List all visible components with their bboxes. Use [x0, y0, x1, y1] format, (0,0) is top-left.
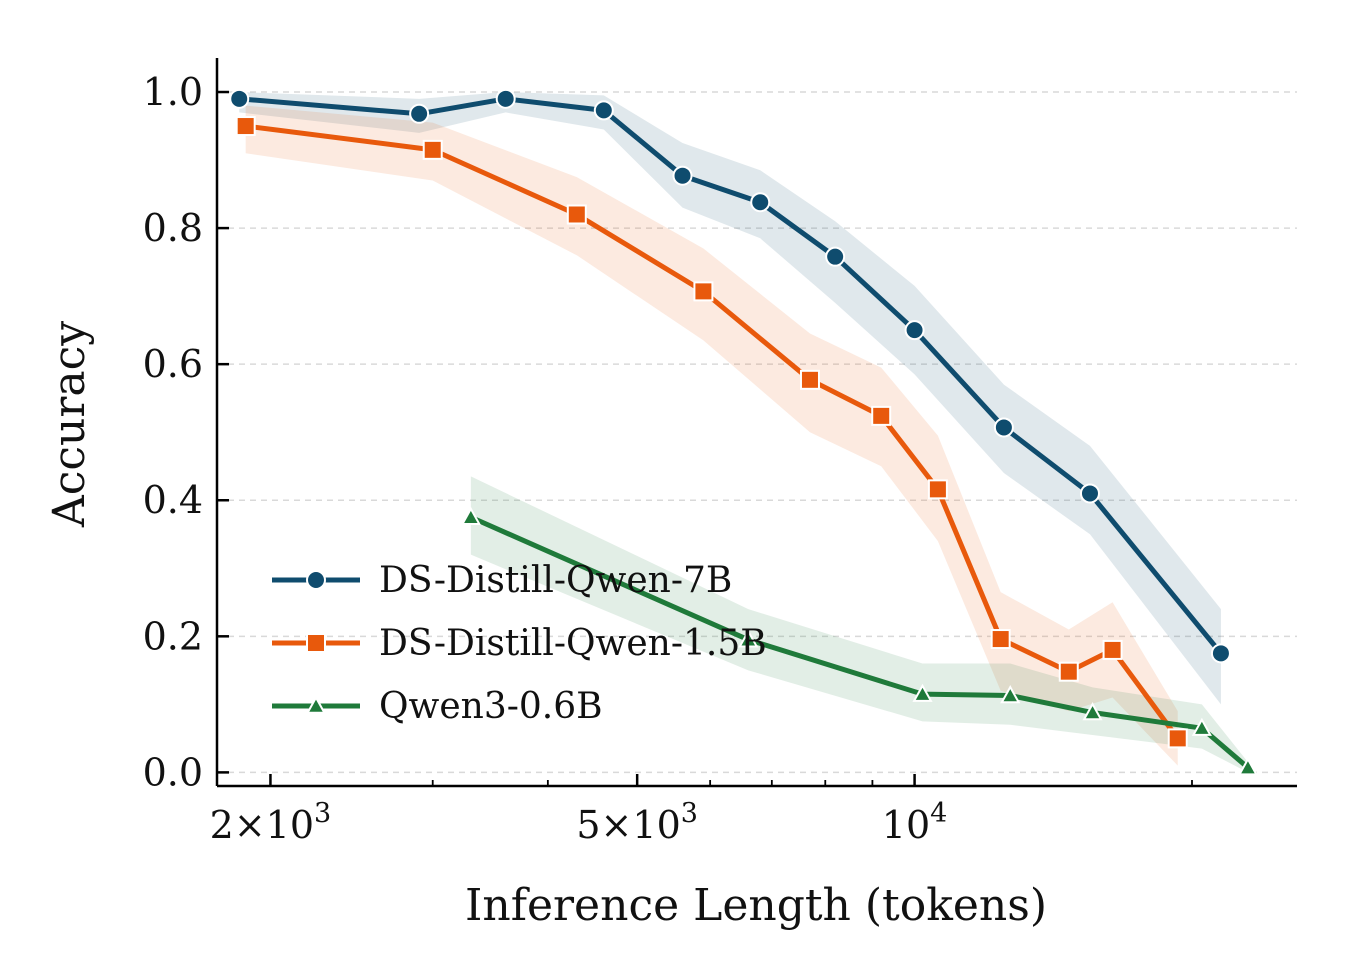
data-point — [750, 192, 771, 213]
data-point — [693, 281, 714, 302]
legend-label: DS-Distill-Qwen-1.5B — [379, 623, 767, 664]
data-point — [1167, 728, 1188, 749]
x-tick-label: 104 — [882, 798, 948, 847]
data-point — [993, 417, 1014, 438]
x-tick-label: 5×103 — [576, 798, 698, 847]
y-tick-label: 1.0 — [143, 70, 203, 114]
axes — [215, 58, 1297, 788]
data-point — [990, 629, 1011, 650]
y-tick-label: 0.6 — [143, 342, 203, 386]
confidence-bands — [239, 92, 1248, 773]
legend-marker — [306, 570, 326, 590]
data-point — [422, 139, 443, 160]
legend-label: DS-Distill-Qwen-7B — [379, 560, 732, 601]
x-axis-title: Inference Length (tokens) — [465, 880, 1047, 931]
x-tick-label: 2×103 — [210, 798, 332, 847]
data-point — [1210, 643, 1231, 664]
data-point — [566, 204, 587, 225]
data-point — [1079, 483, 1100, 504]
legend-marker — [305, 695, 327, 714]
data-point — [1237, 757, 1259, 776]
data-point — [235, 116, 256, 137]
legend-label: Qwen3-0.6B — [379, 686, 603, 727]
data-point — [912, 683, 933, 702]
confidence-band-0 — [239, 92, 1221, 705]
y-axis-title: Accuracy — [44, 321, 95, 528]
data-point — [460, 506, 481, 525]
data-point — [1082, 702, 1103, 721]
y-tick-label: 0.4 — [143, 478, 203, 522]
legend: DS-Distill-Qwen-7B DS-Distill-Qwen-1.5B Qw… — [272, 560, 767, 727]
data-point — [229, 88, 250, 109]
data-point — [799, 369, 820, 390]
y-tick-label: 0.0 — [143, 750, 203, 794]
data-point — [409, 103, 430, 124]
data-point — [738, 629, 759, 648]
data-point — [904, 320, 925, 341]
confidence-band-2 — [470, 476, 1248, 773]
data-point — [495, 88, 516, 109]
y-tick-label: 0.2 — [143, 614, 203, 658]
data-point — [593, 100, 614, 121]
tick-labels: 0.0 0.2 0.4 0.6 0.8 1.0 2×103 5×103 104 — [143, 70, 948, 847]
legend-marker — [306, 633, 326, 653]
grid-lines — [217, 91, 1297, 774]
data-point — [1102, 639, 1123, 660]
data-point — [825, 246, 846, 267]
data-point — [1191, 717, 1212, 736]
data-point — [672, 165, 693, 186]
data-point — [1000, 685, 1021, 704]
data-point — [927, 479, 948, 500]
y-tick-label: 0.8 — [143, 206, 203, 250]
series-markers — [229, 88, 1259, 776]
data-point — [1058, 661, 1079, 682]
confidence-band-1 — [245, 105, 1178, 766]
data-point — [871, 405, 892, 426]
